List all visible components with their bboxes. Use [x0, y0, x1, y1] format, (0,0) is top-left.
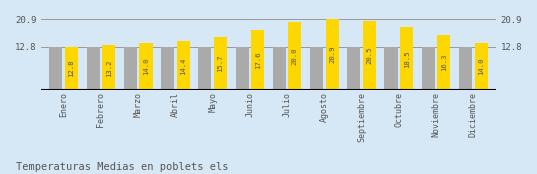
Bar	[325, 19, 339, 90]
Bar	[347, 47, 360, 90]
Bar	[177, 41, 190, 90]
Text: 16.3: 16.3	[441, 54, 447, 71]
Bar	[384, 47, 397, 90]
Bar	[49, 47, 62, 90]
Bar	[288, 22, 301, 90]
Text: 20.9: 20.9	[329, 46, 335, 64]
Text: 18.5: 18.5	[404, 50, 410, 68]
Bar	[363, 21, 376, 90]
Text: 17.6: 17.6	[255, 52, 260, 69]
Bar	[102, 45, 115, 90]
Bar	[236, 47, 249, 90]
Bar	[475, 43, 488, 90]
Bar	[214, 37, 227, 90]
Bar	[251, 30, 264, 90]
Bar	[86, 47, 100, 90]
Bar	[198, 47, 212, 90]
Bar	[161, 47, 174, 90]
Bar	[124, 47, 137, 90]
Bar	[437, 35, 451, 90]
Text: 12.8: 12.8	[69, 60, 75, 77]
Text: 20.5: 20.5	[366, 47, 372, 64]
Bar	[400, 27, 413, 90]
Bar	[422, 47, 435, 90]
Bar	[140, 43, 153, 90]
Bar	[65, 47, 78, 90]
Text: Temperaturas Medias en poblets els: Temperaturas Medias en poblets els	[16, 162, 229, 172]
Text: 15.7: 15.7	[217, 55, 223, 72]
Text: 14.0: 14.0	[478, 58, 484, 75]
Bar	[273, 47, 286, 90]
Text: 14.4: 14.4	[180, 57, 186, 74]
Text: 20.0: 20.0	[292, 48, 298, 65]
Bar	[459, 47, 472, 90]
Text: 14.0: 14.0	[143, 58, 149, 75]
Bar	[310, 47, 323, 90]
Text: 13.2: 13.2	[106, 59, 112, 77]
